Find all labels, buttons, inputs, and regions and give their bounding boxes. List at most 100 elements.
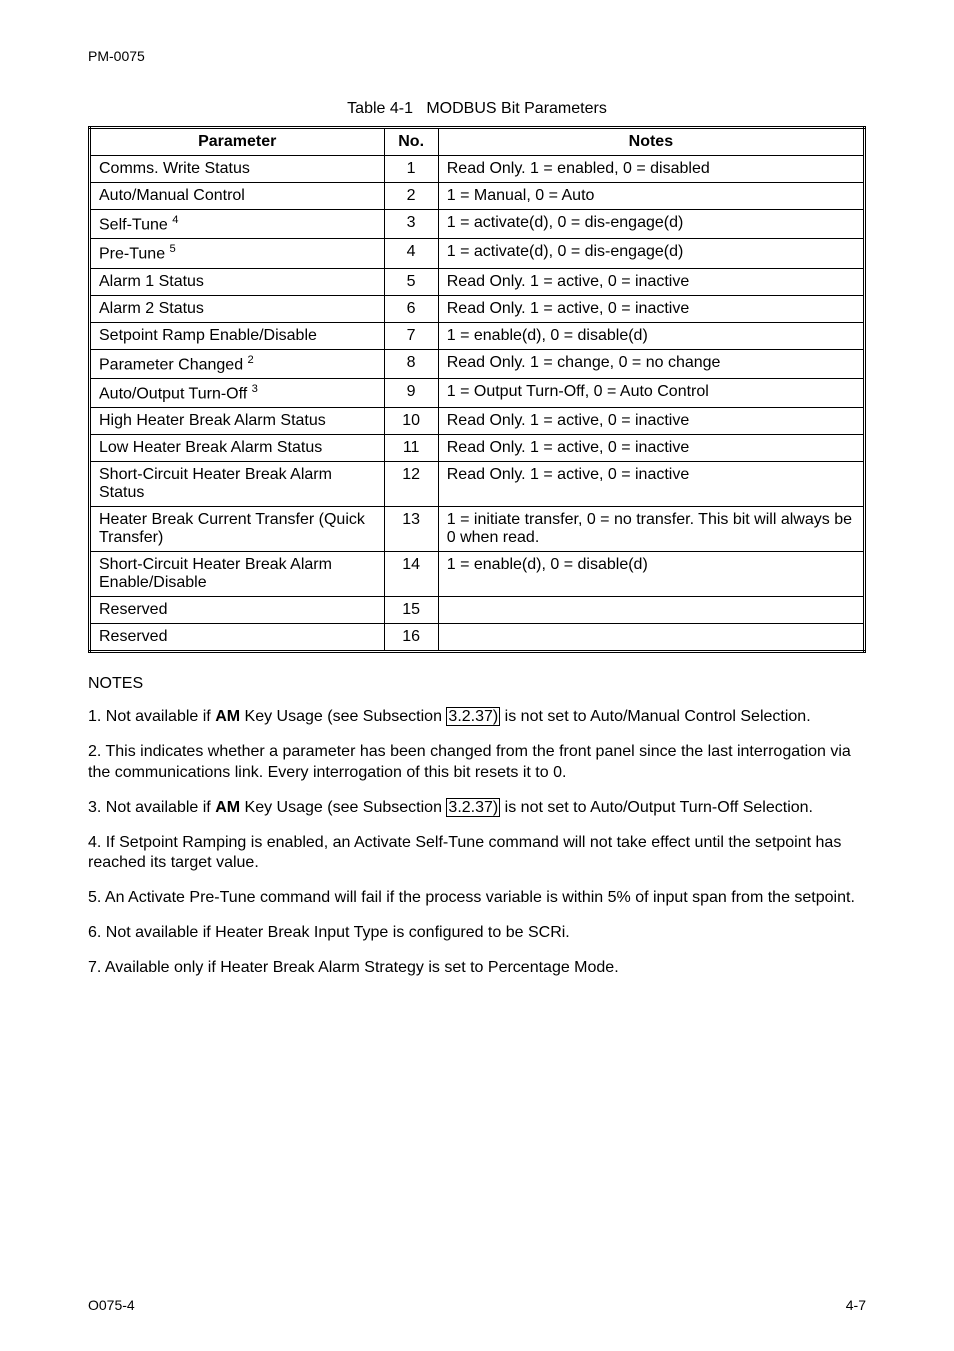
table-row: Heater Break Current Transfer (Quick Tra… (90, 507, 865, 552)
table-row: Self-Tune 431 = activate(d), 0 = dis-eng… (90, 210, 865, 239)
cell-parameter: Short-Circuit Heater Break Alarm Enable/… (90, 552, 385, 597)
caption-prefix: Table 4-1 (347, 100, 413, 117)
cell-parameter: Auto/Output Turn-Off 3 (90, 378, 385, 407)
cell-notes: Read Only. 1 = active, 0 = inactive (438, 462, 864, 507)
cell-no: 11 (384, 435, 438, 462)
param-superscript: 3 (252, 383, 258, 395)
cell-no: 12 (384, 462, 438, 507)
col-header-notes: Notes (438, 128, 864, 156)
cell-parameter: Comms. Write Status (90, 156, 385, 183)
cell-notes: 1 = activate(d), 0 = dis-engage(d) (438, 210, 864, 239)
param-text: Auto/Output Turn-Off (99, 385, 252, 402)
cell-parameter: Parameter Changed 2 (90, 349, 385, 378)
cell-no: 2 (384, 183, 438, 210)
cell-notes (438, 597, 864, 624)
cell-notes: Read Only. 1 = active, 0 = inactive (438, 268, 864, 295)
param-text: Setpoint Ramp Enable/Disable (99, 327, 317, 344)
param-superscript: 5 (170, 243, 176, 255)
note-1-ref: 3.2.37) (446, 707, 500, 726)
note-1-bold: AM (215, 708, 240, 725)
cell-no: 5 (384, 268, 438, 295)
param-superscript: 2 (248, 354, 254, 366)
cell-parameter: Self-Tune 4 (90, 210, 385, 239)
note-1-mid: Key Usage (see Subsection (240, 708, 446, 725)
cell-parameter: Alarm 1 Status (90, 268, 385, 295)
doc-header: PM-0075 (88, 48, 866, 64)
param-text: High Heater Break Alarm Status (99, 412, 326, 429)
cell-parameter: Reserved (90, 597, 385, 624)
param-text: Parameter Changed (99, 356, 248, 373)
footer-left: O075-4 (88, 1297, 135, 1313)
param-superscript: 4 (172, 214, 178, 226)
note-3-pre: 3. Not available if (88, 799, 215, 816)
param-text: Heater Break Current Transfer (Quick Tra… (99, 511, 365, 546)
cell-no: 14 (384, 552, 438, 597)
table-caption: Table 4-1 MODBUS Bit Parameters (88, 100, 866, 118)
cell-notes: Read Only. 1 = active, 0 = inactive (438, 435, 864, 462)
cell-notes: 1 = enable(d), 0 = disable(d) (438, 322, 864, 349)
param-text: Short-Circuit Heater Break Alarm Enable/… (99, 556, 332, 591)
modbus-bit-parameters-table: Parameter No. Notes Comms. Write Status 1… (88, 126, 866, 653)
cell-notes: 1 = initiate transfer, 0 = no transfer. … (438, 507, 864, 552)
table-row: Reserved16 (90, 624, 865, 652)
cell-parameter: High Heater Break Alarm Status (90, 408, 385, 435)
cell-notes: 1 = activate(d), 0 = dis-engage(d) (438, 239, 864, 268)
cell-no: 7 (384, 322, 438, 349)
cell-notes: 1 = Output Turn-Off, 0 = Auto Control (438, 378, 864, 407)
cell-parameter: Auto/Manual Control (90, 183, 385, 210)
param-text: Alarm 1 Status (99, 273, 204, 290)
note-3-post: is not set to Auto/Output Turn-Off Selec… (500, 799, 813, 816)
note-4: 4. If Setpoint Ramping is enabled, an Ac… (88, 833, 866, 875)
param-text: Alarm 2 Status (99, 300, 204, 317)
table-row: Reserved15 (90, 597, 865, 624)
param-text: Pre-Tune (99, 246, 170, 263)
col-header-no: No. (384, 128, 438, 156)
table-row: Short-Circuit Heater Break Alarm Status 1… (90, 462, 865, 507)
cell-no: 15 (384, 597, 438, 624)
note-3-ref: 3.2.37) (446, 798, 500, 817)
table-row: Alarm 1 Status 5Read Only. 1 = active, 0 … (90, 268, 865, 295)
col-header-parameter: Parameter (90, 128, 385, 156)
table-row: Auto/Manual Control21 = Manual, 0 = Auto (90, 183, 865, 210)
param-text: Comms. Write Status (99, 160, 250, 177)
cell-parameter: Reserved (90, 624, 385, 652)
cell-parameter: Alarm 2 Status (90, 295, 385, 322)
cell-notes: 1 = enable(d), 0 = disable(d) (438, 552, 864, 597)
footer-right: 4-7 (846, 1297, 866, 1313)
note-6: 6. Not available if Heater Break Input T… (88, 923, 866, 944)
cell-no: 6 (384, 295, 438, 322)
cell-parameter: Setpoint Ramp Enable/Disable (90, 322, 385, 349)
cell-notes: Read Only. 1 = active, 0 = inactive (438, 295, 864, 322)
table-row: Low Heater Break Alarm Status 11Read Only… (90, 435, 865, 462)
cell-no: 13 (384, 507, 438, 552)
note-3-mid: Key Usage (see Subsection (240, 799, 446, 816)
cell-no: 8 (384, 349, 438, 378)
note-1-pre: 1. Not available if (88, 708, 215, 725)
table-row: Comms. Write Status 1Read Only. 1 = enabl… (90, 156, 865, 183)
cell-notes: Read Only. 1 = active, 0 = inactive (438, 408, 864, 435)
cell-no: 1 (384, 156, 438, 183)
table-row: Auto/Output Turn-Off 391 = Output Turn-O… (90, 378, 865, 407)
cell-notes (438, 624, 864, 652)
table-row: Setpoint Ramp Enable/Disable 71 = enable(… (90, 322, 865, 349)
note-3: 3. Not available if AM Key Usage (see Su… (88, 798, 866, 819)
cell-notes: Read Only. 1 = change, 0 = no change (438, 349, 864, 378)
table-row: Pre-Tune 541 = activate(d), 0 = dis-enga… (90, 239, 865, 268)
param-text: Auto/Manual Control (99, 187, 245, 204)
param-text: Self-Tune (99, 216, 172, 233)
caption-title: MODBUS Bit Parameters (426, 100, 606, 117)
note-5: 5. An Activate Pre-Tune command will fai… (88, 888, 866, 909)
note-3-bold: AM (215, 799, 240, 816)
cell-no: 4 (384, 239, 438, 268)
param-text: Short-Circuit Heater Break Alarm Status (99, 466, 332, 501)
cell-no: 16 (384, 624, 438, 652)
cell-notes: Read Only. 1 = enabled, 0 = disabled (438, 156, 864, 183)
param-text: Low Heater Break Alarm Status (99, 439, 322, 456)
cell-parameter: Low Heater Break Alarm Status (90, 435, 385, 462)
notes-heading: NOTES (88, 675, 866, 693)
cell-no: 10 (384, 408, 438, 435)
note-7: 7. Available only if Heater Break Alarm … (88, 958, 866, 979)
table-row: Alarm 2 Status 6Read Only. 1 = active, 0 … (90, 295, 865, 322)
cell-parameter: Pre-Tune 5 (90, 239, 385, 268)
note-1-post: is not set to Auto/Manual Control Select… (500, 708, 810, 725)
